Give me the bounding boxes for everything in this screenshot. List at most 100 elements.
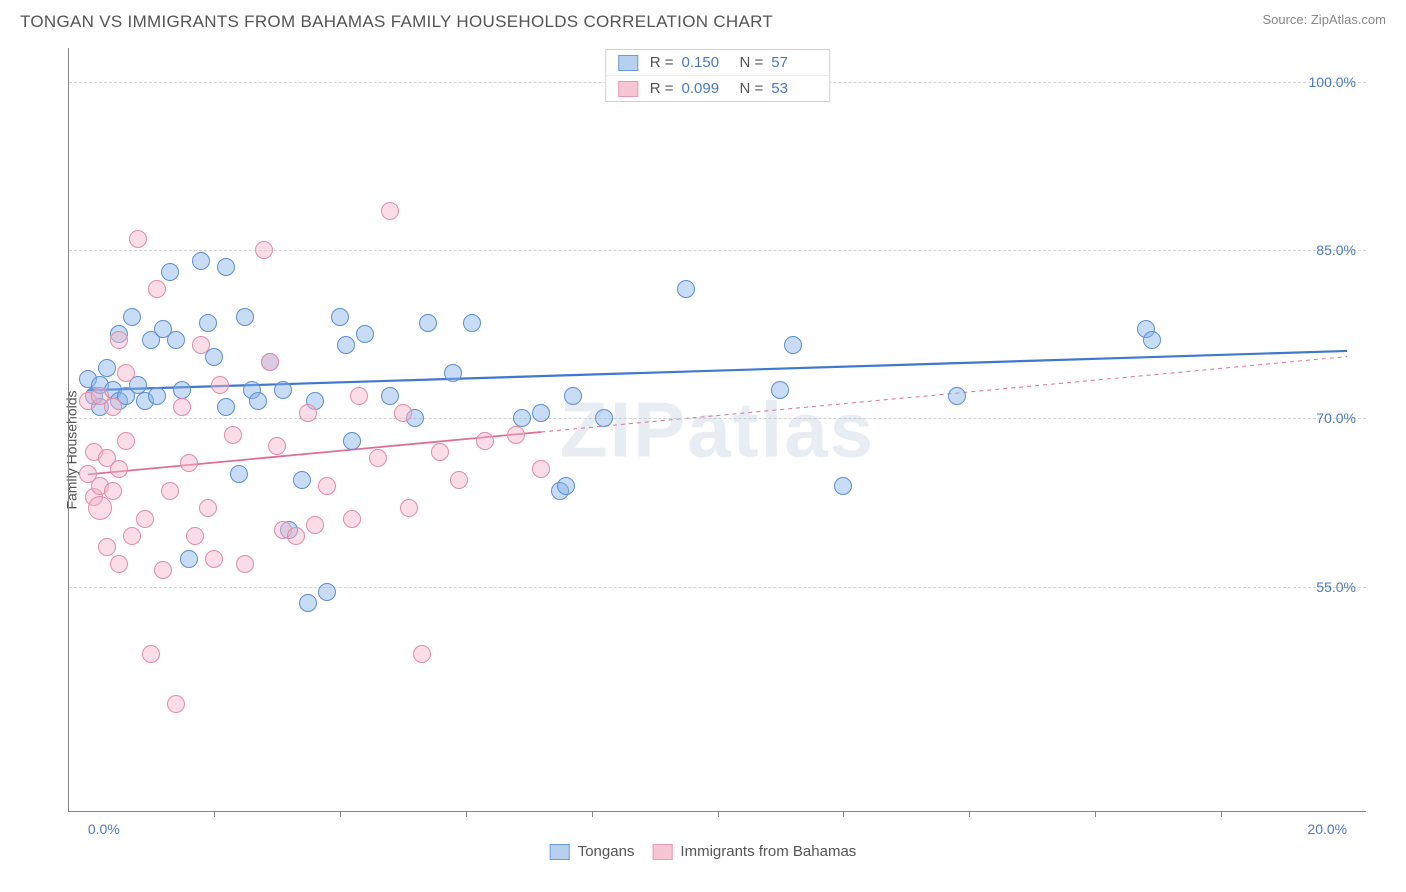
data-point — [369, 449, 387, 467]
data-point — [129, 230, 147, 248]
data-point — [771, 381, 789, 399]
data-point — [104, 398, 122, 416]
data-point — [343, 432, 361, 450]
y-tick-label: 85.0% — [1316, 242, 1356, 258]
data-point — [180, 550, 198, 568]
legend-n-value: 53 — [771, 80, 817, 97]
data-point — [431, 443, 449, 461]
data-point — [173, 381, 191, 399]
data-point — [117, 432, 135, 450]
data-point — [110, 331, 128, 349]
x-tick — [1221, 811, 1222, 817]
data-point — [180, 454, 198, 472]
data-point — [318, 583, 336, 601]
data-point — [274, 381, 292, 399]
legend-r-value: 0.099 — [682, 80, 728, 97]
data-point — [400, 499, 418, 517]
chart-title: TONGAN VS IMMIGRANTS FROM BAHAMAS FAMILY… — [20, 12, 773, 32]
data-point — [557, 477, 575, 495]
data-point — [192, 252, 210, 270]
data-point — [419, 314, 437, 332]
y-tick-label: 100.0% — [1309, 74, 1356, 90]
data-point — [784, 336, 802, 354]
source-label: Source: — [1262, 12, 1310, 27]
legend-swatch — [550, 844, 570, 860]
data-point — [268, 437, 286, 455]
legend-n-label: N = — [740, 80, 764, 97]
data-point — [104, 482, 122, 500]
data-point — [148, 387, 166, 405]
data-point — [381, 387, 399, 405]
data-point — [513, 409, 531, 427]
data-point — [148, 280, 166, 298]
data-point — [293, 471, 311, 489]
x-tick — [718, 811, 719, 817]
data-point — [331, 308, 349, 326]
data-point — [110, 555, 128, 573]
x-tick — [592, 811, 593, 817]
data-point — [564, 387, 582, 405]
data-point — [161, 263, 179, 281]
x-tick-label: 20.0% — [1307, 821, 1347, 837]
data-point — [117, 364, 135, 382]
data-point — [413, 645, 431, 663]
source-attribution: Source: ZipAtlas.com — [1262, 12, 1386, 27]
data-point — [834, 477, 852, 495]
trend-lines — [69, 48, 1366, 811]
data-point — [142, 645, 160, 663]
data-point — [211, 376, 229, 394]
data-point — [192, 336, 210, 354]
data-point — [167, 695, 185, 713]
header: TONGAN VS IMMIGRANTS FROM BAHAMAS FAMILY… — [20, 12, 1386, 32]
data-point — [98, 538, 116, 556]
data-point — [595, 409, 613, 427]
x-tick — [214, 811, 215, 817]
data-point — [199, 314, 217, 332]
data-point — [350, 387, 368, 405]
legend-r-label: R = — [650, 80, 674, 97]
data-point — [444, 364, 462, 382]
data-point — [381, 202, 399, 220]
data-point — [88, 496, 112, 520]
data-point — [337, 336, 355, 354]
data-point — [394, 404, 412, 422]
trend-line — [88, 432, 541, 474]
legend-stats: R =0.150N =57R =0.099N =53 — [605, 49, 831, 102]
legend-r-value: 0.150 — [682, 54, 728, 71]
legend-r-label: R = — [650, 54, 674, 71]
data-point — [255, 241, 273, 259]
data-point — [532, 404, 550, 422]
legend-series-item: Tongans — [550, 843, 635, 860]
data-point — [306, 516, 324, 534]
data-point — [356, 325, 374, 343]
data-point — [173, 398, 191, 416]
legend-swatch — [652, 844, 672, 860]
x-tick — [969, 811, 970, 817]
data-point — [186, 527, 204, 545]
data-point — [167, 331, 185, 349]
legend-stats-row: R =0.150N =57 — [606, 50, 830, 75]
x-tick — [340, 811, 341, 817]
data-point — [123, 527, 141, 545]
data-point — [677, 280, 695, 298]
data-point — [299, 404, 317, 422]
legend-series: Tongans Immigrants from Bahamas — [550, 843, 857, 860]
data-point — [205, 550, 223, 568]
y-tick-label: 70.0% — [1316, 410, 1356, 426]
data-point — [463, 314, 481, 332]
data-point — [948, 387, 966, 405]
data-point — [1143, 331, 1161, 349]
watermark: ZIPatlas — [560, 384, 875, 475]
source-name: ZipAtlas.com — [1311, 12, 1386, 27]
data-point — [287, 527, 305, 545]
legend-series-item: Immigrants from Bahamas — [652, 843, 856, 860]
legend-series-label: Tongans — [578, 843, 635, 860]
data-point — [249, 392, 267, 410]
chart-container: TONGAN VS IMMIGRANTS FROM BAHAMAS FAMILY… — [0, 0, 1406, 892]
data-point — [110, 460, 128, 478]
chart-wrap: Family Households ZIPatlas R =0.150N =57… — [20, 40, 1386, 860]
trend-line-extrapolated — [541, 357, 1347, 432]
data-point — [230, 465, 248, 483]
data-point — [476, 432, 494, 450]
data-point — [161, 482, 179, 500]
